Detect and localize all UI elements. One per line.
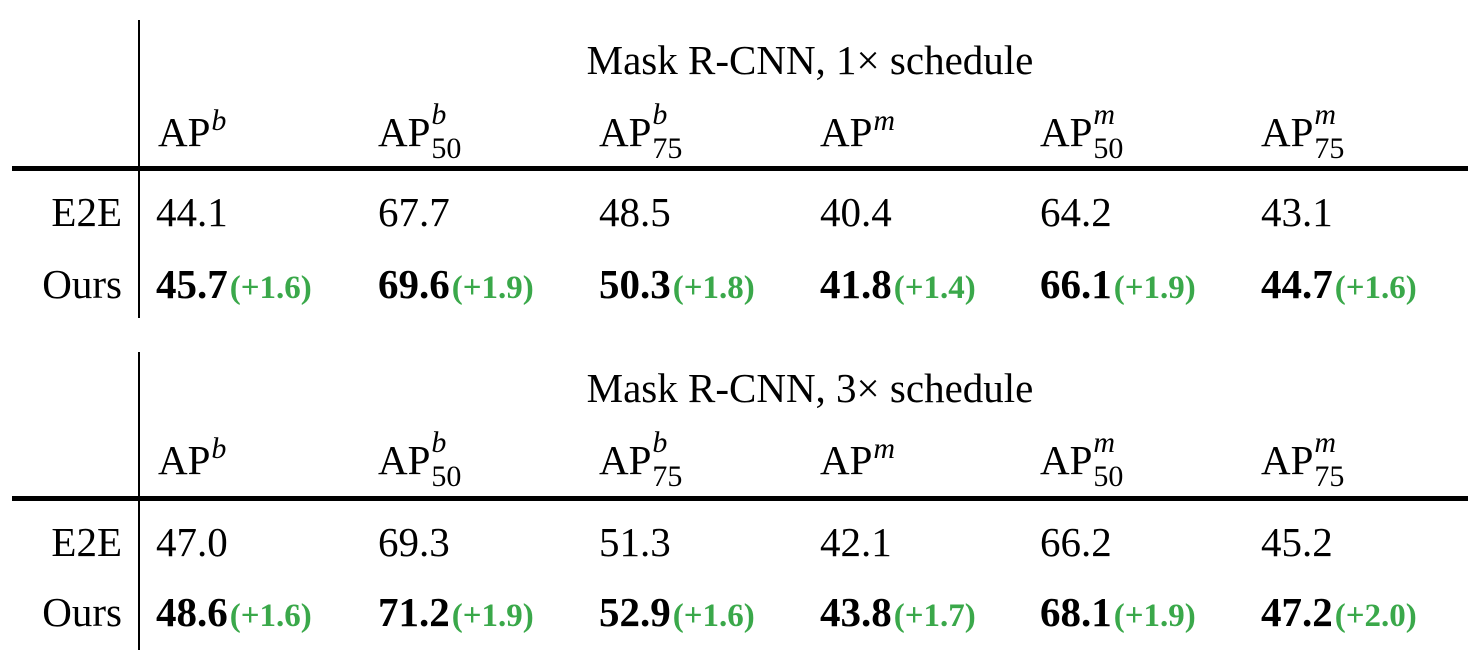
table-cell: 43.1 <box>1261 189 1333 235</box>
results-table-3x: Mask R-CNN, 3× schedule APb AP b 50 AP b 75 … <box>0 332 1482 650</box>
table-cell-ours: 44.7(+1.6) <box>1261 264 1417 305</box>
gain-badge: (+1.6) <box>1334 270 1417 306</box>
table-cell-ours: 41.8(+1.4) <box>820 264 976 305</box>
column-header-ap-m-75: AP m 75 <box>1261 426 1345 493</box>
gain-badge: (+1.9) <box>451 270 534 306</box>
cell-value: 41.8 <box>820 261 892 307</box>
cell-value: 45.7 <box>156 261 228 307</box>
cell-value: 52.9 <box>599 589 671 635</box>
gain-badge: (+1.8) <box>672 270 755 306</box>
table-cell: 51.3 <box>599 519 671 565</box>
cell-value: 48.6 <box>156 589 228 635</box>
gain-badge: (+2.0) <box>1334 598 1417 634</box>
gain-badge: (+1.9) <box>1113 598 1196 634</box>
table-cell-ours: 45.7(+1.6) <box>156 264 312 305</box>
row-label-ours: Ours <box>42 589 122 635</box>
table-title: Mask R-CNN, 1× schedule <box>586 37 1034 83</box>
column-header-ap-b-50: AP b 50 <box>378 98 462 165</box>
table-cell: 45.2 <box>1261 519 1333 565</box>
table-cell: 48.5 <box>599 189 671 235</box>
header-rule <box>12 496 1468 501</box>
cell-value: 66.1 <box>1040 261 1112 307</box>
cell-value: 69.6 <box>378 261 450 307</box>
column-header-ap-b-75: AP b 75 <box>599 98 683 165</box>
cell-value: 47.2 <box>1261 589 1333 635</box>
gain-badge: (+1.6) <box>672 598 755 634</box>
gain-badge: (+1.6) <box>229 270 312 306</box>
table-cell-ours: 47.2(+2.0) <box>1261 592 1417 633</box>
table-cell-ours: 43.8(+1.7) <box>820 592 976 633</box>
table-cell: 67.7 <box>378 189 450 235</box>
table-cell-ours: 68.1(+1.9) <box>1040 592 1196 633</box>
column-header-ap-m-50: AP m 50 <box>1040 426 1124 493</box>
column-header-ap-b-50: AP b 50 <box>378 426 462 493</box>
column-header-ap-m: APm <box>820 432 896 483</box>
gain-badge: (+1.6) <box>229 598 312 634</box>
table-cell-ours: 48.6(+1.6) <box>156 592 312 633</box>
row-label-ours: Ours <box>42 261 122 307</box>
cell-value: 71.2 <box>378 589 450 635</box>
table-cell-ours: 69.6(+1.9) <box>378 264 534 305</box>
gain-badge: (+1.9) <box>451 598 534 634</box>
gain-badge: (+1.4) <box>893 270 976 306</box>
row-label-e2e: E2E <box>51 189 122 235</box>
table-cell-ours: 66.1(+1.9) <box>1040 264 1196 305</box>
column-header-ap-b: APb <box>158 432 227 483</box>
gain-badge: (+1.7) <box>893 598 976 634</box>
row-label-e2e: E2E <box>51 519 122 565</box>
table-cell: 47.0 <box>156 519 228 565</box>
cell-value: 68.1 <box>1040 589 1112 635</box>
column-header-ap-m: APm <box>820 104 896 155</box>
table-title: Mask R-CNN, 3× schedule <box>586 365 1034 411</box>
header-rule <box>12 166 1468 171</box>
results-table-1x: Mask R-CNN, 1× schedule APb AP b 50 AP b 75 … <box>0 0 1482 318</box>
column-header-ap-m-75: AP m 75 <box>1261 98 1345 165</box>
cell-value: 44.7 <box>1261 261 1333 307</box>
table-cell: 42.1 <box>820 519 892 565</box>
column-header-ap-b-75: AP b 75 <box>599 426 683 493</box>
table-cell: 40.4 <box>820 189 892 235</box>
gain-badge: (+1.9) <box>1113 270 1196 306</box>
column-header-ap-m-50: AP m 50 <box>1040 98 1124 165</box>
column-divider <box>138 352 140 650</box>
table-cell: 44.1 <box>156 189 228 235</box>
table-cell: 66.2 <box>1040 519 1112 565</box>
table-cell: 69.3 <box>378 519 450 565</box>
table-cell-ours: 71.2(+1.9) <box>378 592 534 633</box>
column-header-ap-b: APb <box>158 104 227 155</box>
table-cell: 64.2 <box>1040 189 1112 235</box>
table-cell-ours: 52.9(+1.6) <box>599 592 755 633</box>
cell-value: 43.8 <box>820 589 892 635</box>
table-cell-ours: 50.3(+1.8) <box>599 264 755 305</box>
cell-value: 50.3 <box>599 261 671 307</box>
